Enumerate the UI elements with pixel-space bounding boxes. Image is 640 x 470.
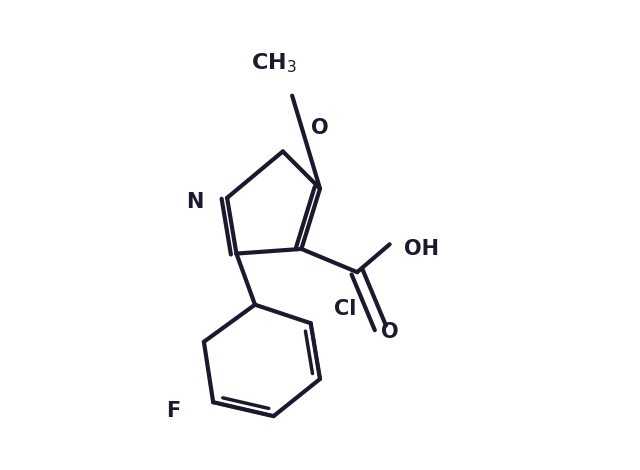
- Text: F: F: [166, 401, 180, 422]
- Text: N: N: [186, 193, 204, 212]
- Text: OH: OH: [404, 239, 438, 259]
- Text: Cl: Cl: [334, 299, 356, 319]
- Text: O: O: [310, 118, 328, 138]
- Text: O: O: [381, 322, 399, 342]
- Text: CH$_3$: CH$_3$: [251, 51, 296, 75]
